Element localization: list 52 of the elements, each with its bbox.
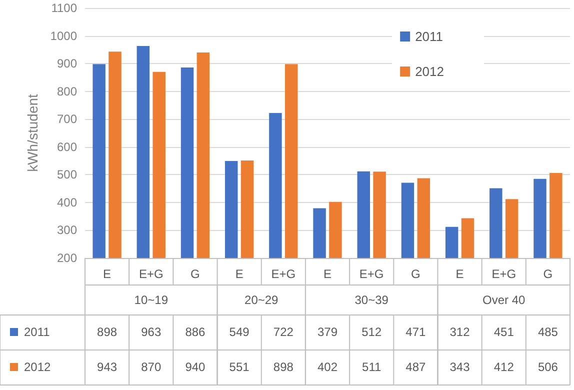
data-label: 412 (494, 360, 514, 374)
data-label: 551 (229, 360, 250, 374)
x-tick-label: E+G (271, 267, 296, 281)
data-label: 549 (229, 325, 250, 339)
x-tick-label: E+G (138, 267, 164, 281)
x-tick-label: E (235, 267, 244, 281)
data-label: 471 (406, 325, 426, 339)
x-tick-label: E (456, 267, 464, 281)
x-tick-label: E+G (359, 267, 384, 281)
data-label: 963 (141, 325, 162, 339)
data-label: 485 (538, 325, 558, 339)
data-label: 451 (494, 325, 514, 339)
text: 30~39 (354, 293, 389, 307)
data-label: 312 (450, 325, 470, 339)
y-tick-label: 300 (56, 223, 78, 238)
y-tick-label: 500 (56, 168, 78, 182)
y-axis-title: kWh/student (24, 94, 40, 172)
data-label: 898 (97, 325, 118, 339)
data-label: 943 (97, 360, 118, 374)
y-tick-label: 900 (56, 56, 78, 71)
data-label: 722 (273, 325, 294, 339)
legend-label: 2012 (415, 64, 444, 79)
data-label: 940 (185, 360, 206, 374)
x-tick-label: E+G (492, 267, 516, 281)
legend-label: 2011 (415, 29, 444, 44)
x-tick-label: E (103, 267, 112, 281)
x-tick-label: G (190, 267, 200, 281)
y-tick-label: 200 (56, 251, 78, 265)
data-label: 886 (185, 325, 206, 339)
data-label: 898 (273, 360, 294, 374)
text: Over 40 (482, 293, 526, 307)
y-tick-label: 700 (56, 112, 78, 126)
y-tick-label: 600 (56, 140, 78, 154)
y-tick-label: 1100 (51, 1, 78, 15)
text: 10~19 (134, 293, 168, 307)
data-label: 343 (450, 360, 470, 374)
data-label: 379 (317, 325, 338, 339)
y-tick-label: 400 (56, 195, 78, 210)
data-label: 487 (406, 360, 426, 374)
data-label: 512 (362, 325, 382, 339)
x-tick-label: E (323, 267, 332, 281)
text: 2011 (24, 325, 50, 339)
data-label: 506 (538, 360, 558, 374)
text: 2012 (24, 360, 51, 374)
x-tick-label: G (543, 267, 553, 281)
data-label: 511 (362, 360, 382, 374)
data-label: 402 (317, 360, 338, 374)
data-label: 870 (141, 360, 162, 374)
y-tick-label: 1000 (50, 28, 78, 43)
x-tick-label: G (411, 267, 420, 281)
text: 20~29 (244, 293, 279, 307)
y-tick-label: 800 (56, 84, 78, 98)
